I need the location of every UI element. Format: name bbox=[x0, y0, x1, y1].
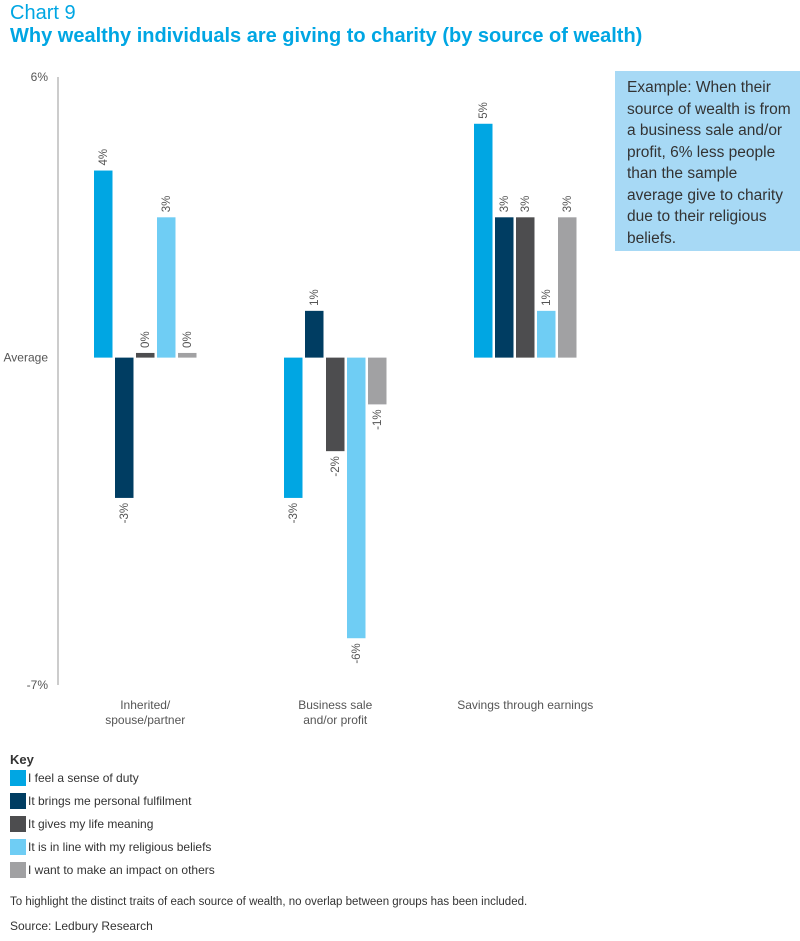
data-label: 3% bbox=[499, 196, 511, 213]
data-label: -3% bbox=[119, 503, 131, 523]
data-label: 1% bbox=[309, 289, 321, 306]
legend-item: It is in line with my religious beliefs bbox=[10, 839, 211, 855]
source-note: Source: Ledbury Research bbox=[10, 919, 153, 933]
legend-item: I feel a sense of duty bbox=[10, 770, 139, 786]
bar-3-3 bbox=[516, 217, 535, 358]
bar-1-2 bbox=[284, 357, 303, 498]
chart-number: Chart 9 bbox=[10, 2, 76, 24]
legend-label: It is in line with my religious beliefs bbox=[28, 840, 212, 854]
bar-1-1 bbox=[94, 170, 113, 358]
data-label: 5% bbox=[478, 102, 490, 119]
category-label: Inherited/ bbox=[120, 698, 171, 712]
data-label: -1% bbox=[372, 409, 384, 429]
legend-item: It brings me personal fulfilment bbox=[10, 793, 191, 809]
category-label: Business sale bbox=[298, 698, 372, 712]
bar-4-2 bbox=[347, 357, 366, 639]
footnote: To highlight the distinct traits of each… bbox=[10, 896, 528, 908]
bar-5-3 bbox=[558, 217, 577, 358]
data-label: 3% bbox=[520, 196, 532, 213]
legend-swatch bbox=[10, 862, 26, 878]
bar-4-1 bbox=[157, 217, 176, 358]
data-label: 1% bbox=[541, 289, 553, 306]
legend-label: It gives my life meaning bbox=[28, 817, 154, 831]
data-label: 0% bbox=[182, 331, 194, 348]
legend-item: It gives my life meaning bbox=[10, 816, 153, 832]
data-label: -2% bbox=[330, 456, 342, 476]
legend-swatch bbox=[10, 793, 26, 809]
data-label: 0% bbox=[140, 331, 152, 348]
legend-swatch bbox=[10, 816, 26, 832]
bar-2-2 bbox=[305, 310, 324, 358]
chart-title: Why wealthy individuals are giving to ch… bbox=[10, 25, 643, 47]
legend-swatch bbox=[10, 770, 26, 786]
data-label: -3% bbox=[288, 503, 300, 523]
data-label: 4% bbox=[98, 149, 110, 166]
y-tick-label: -7% bbox=[27, 678, 49, 692]
legend-label: I feel a sense of duty bbox=[28, 771, 139, 785]
legend-title: Key bbox=[10, 752, 34, 767]
data-label: 3% bbox=[161, 196, 173, 213]
legend-item: I want to make an impact on others bbox=[10, 862, 215, 878]
bar-3-2 bbox=[326, 357, 345, 452]
bar-5-1 bbox=[178, 352, 197, 358]
y-tick-label: 6% bbox=[31, 70, 49, 84]
category-label: and/or profit bbox=[303, 713, 368, 727]
bar-2-3 bbox=[495, 217, 514, 358]
bar-5-2 bbox=[368, 357, 387, 405]
example-callout: Example: When their source of wealth is … bbox=[615, 71, 800, 251]
bar-3-1 bbox=[136, 352, 155, 358]
bar-1-3 bbox=[474, 123, 493, 358]
bar-chart: 6% Average -7% 4% -3% 5% -3% 1% 3% 0% -2% 3% 3% -6% 1%… bbox=[4, 70, 594, 727]
bar-4-3 bbox=[537, 310, 556, 358]
category-label: Savings through earnings bbox=[457, 698, 593, 712]
legend-swatch bbox=[10, 839, 26, 855]
legend-label: It brings me personal fulfilment bbox=[28, 794, 192, 808]
data-label: -6% bbox=[351, 643, 363, 663]
y-tick-label: Average bbox=[4, 351, 49, 365]
category-label: spouse/partner bbox=[105, 713, 185, 727]
data-label: 3% bbox=[562, 196, 574, 213]
bar-2-1 bbox=[115, 357, 134, 498]
legend-label: I want to make an impact on others bbox=[28, 863, 215, 877]
